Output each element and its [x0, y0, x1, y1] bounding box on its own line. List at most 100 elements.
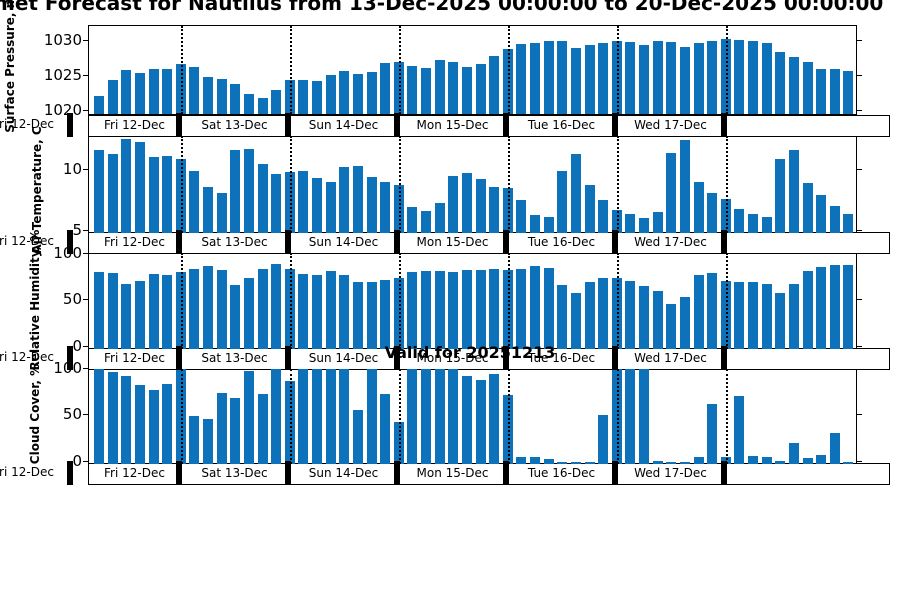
y-tick-label: 1030 [43, 30, 82, 49]
bar [639, 45, 649, 114]
bar [775, 292, 786, 349]
bar [421, 368, 431, 464]
y-tick-label: 50 [62, 405, 82, 424]
bar [352, 74, 363, 114]
bar [679, 296, 690, 349]
bar [598, 278, 609, 349]
day-boundary-mark [612, 230, 618, 254]
bar [720, 198, 731, 233]
day-boundary-mark [176, 113, 182, 137]
bar [843, 264, 854, 349]
bar [230, 83, 241, 114]
bar [843, 213, 854, 233]
bar [530, 214, 540, 233]
day-boundary-mark [612, 113, 618, 137]
bar [611, 278, 622, 349]
bar [707, 404, 718, 464]
bar [816, 195, 827, 233]
bar [162, 383, 173, 464]
cloud-cover-chart-panel [88, 368, 857, 465]
bar [448, 368, 459, 464]
day-gridline [290, 26, 292, 114]
bar [216, 192, 227, 233]
bar [693, 275, 704, 349]
tick-mark [83, 414, 88, 416]
tick-mark [83, 367, 88, 369]
bar [94, 150, 104, 233]
bar [516, 457, 527, 464]
bar [679, 46, 690, 114]
day-label: Tue 16-Dec [527, 351, 596, 365]
bar [339, 368, 350, 464]
tick-mark [83, 109, 88, 111]
bar [148, 68, 159, 114]
bar [475, 179, 486, 233]
day-label-strip: Fri 12-Dec Sat 13-Dec Sun 14-Dec Mon 15-Dec… [88, 463, 890, 485]
bar [352, 281, 363, 349]
tick-mark [83, 345, 88, 347]
day-boundary-mark [67, 461, 73, 485]
bar [421, 67, 431, 114]
day-boundary-mark [285, 230, 291, 254]
y-tick-label: 10 [62, 159, 82, 178]
bar [611, 40, 622, 114]
bar [829, 68, 840, 114]
day-boundary-mark [503, 113, 509, 137]
bar [693, 457, 704, 464]
bar [693, 181, 704, 233]
bar [475, 380, 486, 464]
bar [434, 60, 445, 114]
day-gridline [508, 253, 510, 349]
y-tick-label: 50 [62, 290, 82, 309]
bar [802, 62, 813, 114]
bar [502, 269, 513, 349]
day-gridline [508, 369, 510, 464]
bar [448, 61, 459, 114]
bar [407, 65, 418, 114]
bar [516, 200, 527, 233]
bar [257, 394, 268, 464]
bar [189, 416, 200, 464]
tick-mark [83, 39, 88, 41]
bar [230, 397, 241, 464]
bar [543, 41, 554, 114]
bar [107, 79, 118, 114]
day-boundary-mark [67, 346, 73, 370]
bar [380, 394, 391, 464]
bar [570, 462, 581, 464]
bar [448, 271, 459, 349]
bar [530, 457, 540, 464]
bar [284, 79, 295, 114]
tick-mark [857, 229, 862, 231]
bar [816, 266, 827, 349]
bar [775, 52, 786, 114]
bar [543, 459, 554, 464]
day-gridline [508, 136, 510, 233]
day-gridline [617, 253, 619, 349]
bar [448, 175, 459, 233]
bar [666, 152, 677, 233]
bar [257, 163, 268, 233]
bar [475, 63, 486, 114]
day-gridline [726, 369, 728, 464]
bar [652, 291, 663, 349]
bar [121, 69, 132, 114]
bar [271, 264, 282, 349]
bar [298, 368, 309, 464]
bar [352, 409, 363, 464]
y-tick-label: 0 [72, 336, 82, 355]
bar [584, 281, 595, 349]
bar [257, 268, 268, 349]
day-label: Sun 14-Dec [308, 466, 379, 480]
bar [761, 283, 772, 349]
tick-mark [83, 252, 88, 254]
bar [407, 272, 418, 349]
day-gridline [617, 136, 619, 233]
bar [312, 275, 322, 349]
tick-mark [857, 74, 862, 76]
bar [352, 165, 363, 233]
day-boundary-mark [503, 461, 509, 485]
bar [230, 150, 241, 233]
day-label: Sun 14-Dec [308, 235, 379, 249]
day-label: Fri 12-Dec [104, 118, 165, 132]
